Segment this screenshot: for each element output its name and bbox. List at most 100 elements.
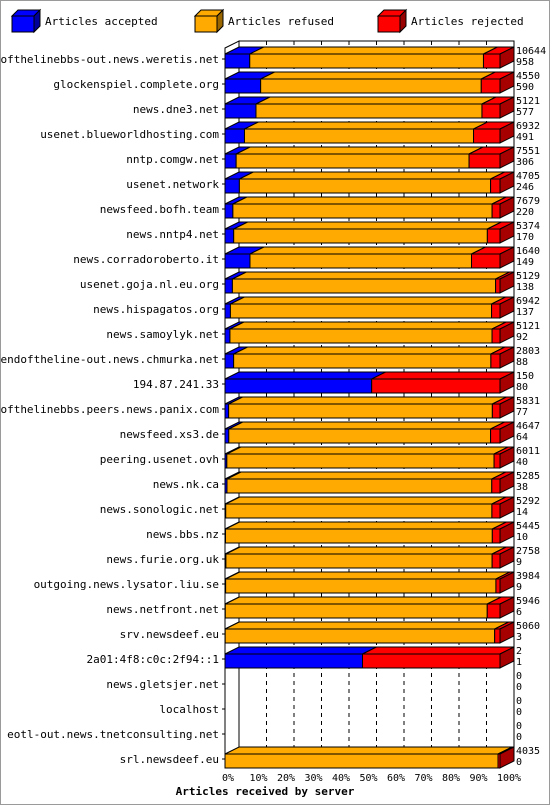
category-label: endofthelinebbs-out.news.weretis.net — [0, 53, 219, 66]
bar-refused — [260, 78, 482, 94]
bar-accepted — [224, 78, 262, 94]
bar-side-rejected — [499, 46, 515, 69]
bar-refused — [226, 453, 495, 469]
bar-top-refused — [249, 46, 498, 55]
bar-side-rejected — [499, 196, 515, 219]
bar-refused — [224, 603, 488, 619]
accepted-label: 88 — [516, 357, 528, 368]
bar-refused — [224, 753, 499, 769]
category-label: news.corradoroberto.it — [73, 253, 219, 266]
bar-accepted — [224, 303, 231, 319]
bar-refused — [249, 253, 472, 269]
bar-accepted — [224, 253, 251, 269]
bar-rejected — [491, 403, 501, 419]
bar-rejected — [494, 628, 501, 644]
bar-rejected — [371, 378, 501, 394]
x-tick-label: 30% — [305, 773, 323, 784]
category-label: news.samoylyk.net — [106, 328, 219, 341]
total-label: 5121 — [516, 321, 540, 332]
accepted-label: 9 — [516, 557, 522, 568]
bar-side-rejected — [499, 571, 515, 594]
bar-rejected — [495, 578, 501, 594]
bar-accepted — [224, 353, 235, 369]
accepted-label: 0 — [516, 757, 522, 768]
category-label: news.sonologic.net — [100, 503, 219, 516]
total-label: 6011 — [516, 446, 540, 457]
bar-rejected — [495, 278, 501, 294]
category-label: localhost — [159, 703, 219, 716]
bar-accepted — [224, 378, 373, 394]
category-label: glockenspiel.complete.org — [53, 78, 219, 91]
bar-side-rejected — [499, 246, 515, 269]
accepted-label: 491 — [516, 132, 534, 143]
accepted-label: 220 — [516, 207, 534, 218]
legend-swatch-rejected — [377, 15, 401, 33]
bar-rejected — [491, 303, 501, 319]
bar-top-accepted — [224, 646, 377, 655]
bar-accepted — [224, 103, 257, 119]
bar-top-refused — [225, 571, 511, 580]
bar-rejected — [362, 653, 501, 669]
bar-top-refused — [226, 471, 507, 480]
bar-rejected — [486, 603, 501, 619]
bar-top-refused — [260, 71, 496, 80]
bar-accepted — [224, 428, 230, 444]
bar-side-rejected — [499, 171, 515, 194]
bar-side-rejected — [499, 496, 515, 519]
legend-label-rejected: Articles rejected — [411, 15, 524, 28]
bar-refused — [243, 128, 475, 144]
bar-top-refused — [225, 596, 502, 605]
category-label: news.gletsjer.net — [106, 678, 219, 691]
bar-side-rejected — [499, 471, 515, 494]
bar-refused — [233, 228, 488, 244]
x-tick-label: 90% — [470, 773, 488, 784]
bar-side-rejected — [499, 321, 515, 344]
bar-side-rejected — [499, 221, 515, 244]
total-label: 5292 — [516, 496, 540, 507]
bar-top-refused — [232, 271, 510, 280]
total-label: 5129 — [516, 271, 540, 282]
accepted-label: 958 — [516, 57, 534, 68]
accepted-label: 170 — [516, 232, 534, 243]
accepted-label: 306 — [516, 157, 534, 168]
accepted-label: 80 — [516, 382, 528, 393]
bar-refused — [232, 203, 493, 219]
bar-top-refused — [228, 396, 507, 405]
category-label: news.nk.ca — [153, 478, 219, 491]
total-label: 4035 — [516, 746, 540, 757]
category-label: 2a01:4f8:c0c:2f94::1 — [87, 653, 219, 666]
bar-side-rejected — [499, 96, 515, 119]
bar-side-rejected — [499, 646, 515, 669]
x-tick-label: 80% — [442, 773, 460, 784]
bar-accepted — [224, 153, 237, 169]
accepted-label: 149 — [516, 257, 534, 268]
bar-top-refused — [232, 196, 507, 205]
legend-swatch-accepted — [11, 15, 35, 33]
total-label: 4705 — [516, 171, 540, 182]
bar-rejected — [491, 553, 501, 569]
bar-accepted — [224, 203, 234, 219]
total-label: 4550 — [516, 71, 540, 82]
bar-top-refused — [239, 171, 505, 180]
bar-accepted — [224, 178, 240, 194]
accepted-label: 590 — [516, 82, 534, 93]
bar-side-rejected — [499, 446, 515, 469]
bar-rejected — [491, 203, 501, 219]
bar-refused — [255, 103, 483, 119]
bar-side-rejected — [499, 296, 515, 319]
bar-top-rejected — [362, 646, 515, 655]
total-label: 0 — [516, 671, 522, 682]
x-tick-label: 100% — [497, 773, 521, 784]
category-label: endoftheline-out.news.chmurka.net — [0, 353, 219, 366]
bar-rejected — [491, 328, 501, 344]
bar-rejected — [473, 128, 501, 144]
bar-top-refused — [228, 421, 505, 430]
accepted-label: 138 — [516, 282, 534, 293]
bar-refused — [225, 528, 493, 544]
category-label: usenet.blueworldhosting.com — [40, 128, 219, 141]
total-label: 2803 — [516, 346, 540, 357]
bar-refused — [235, 153, 470, 169]
bar-side-rejected — [499, 421, 515, 444]
category-label: news.furie.org.uk — [106, 553, 219, 566]
